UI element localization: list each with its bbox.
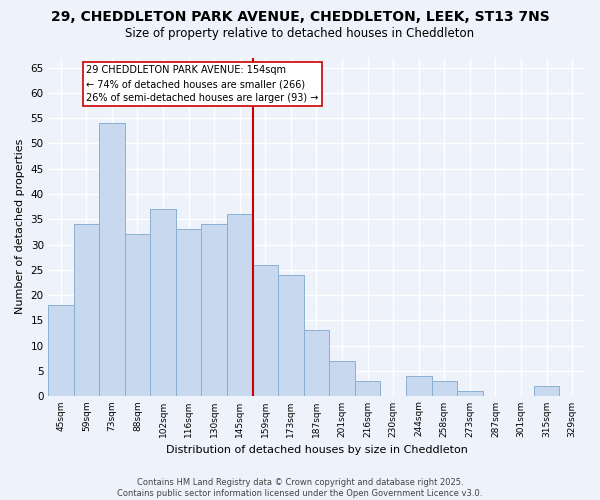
Bar (48, 305, 74, 396)
Bar (176, 230, 202, 396)
Text: Contains HM Land Registry data © Crown copyright and database right 2025.
Contai: Contains HM Land Registry data © Crown c… (118, 478, 482, 498)
Bar (253, 264, 278, 396)
Bar (202, 224, 227, 396)
Bar (534, 386, 559, 396)
Bar (150, 209, 176, 396)
Bar (431, 381, 457, 396)
Bar (457, 391, 483, 396)
Bar (304, 330, 329, 396)
Bar (125, 234, 150, 396)
X-axis label: Distribution of detached houses by size in Cheddleton: Distribution of detached houses by size … (166, 445, 467, 455)
Bar (74, 224, 99, 396)
Bar (227, 214, 253, 396)
Bar (278, 275, 304, 396)
Text: 29 CHEDDLETON PARK AVENUE: 154sqm
← 74% of detached houses are smaller (266)
26%: 29 CHEDDLETON PARK AVENUE: 154sqm ← 74% … (86, 65, 319, 103)
Bar (406, 376, 431, 396)
Bar (329, 360, 355, 396)
Y-axis label: Number of detached properties: Number of detached properties (15, 139, 25, 314)
Bar (99, 123, 125, 396)
Text: 29, CHEDDLETON PARK AVENUE, CHEDDLETON, LEEK, ST13 7NS: 29, CHEDDLETON PARK AVENUE, CHEDDLETON, … (50, 10, 550, 24)
Bar (355, 381, 380, 396)
Text: Size of property relative to detached houses in Cheddleton: Size of property relative to detached ho… (125, 28, 475, 40)
